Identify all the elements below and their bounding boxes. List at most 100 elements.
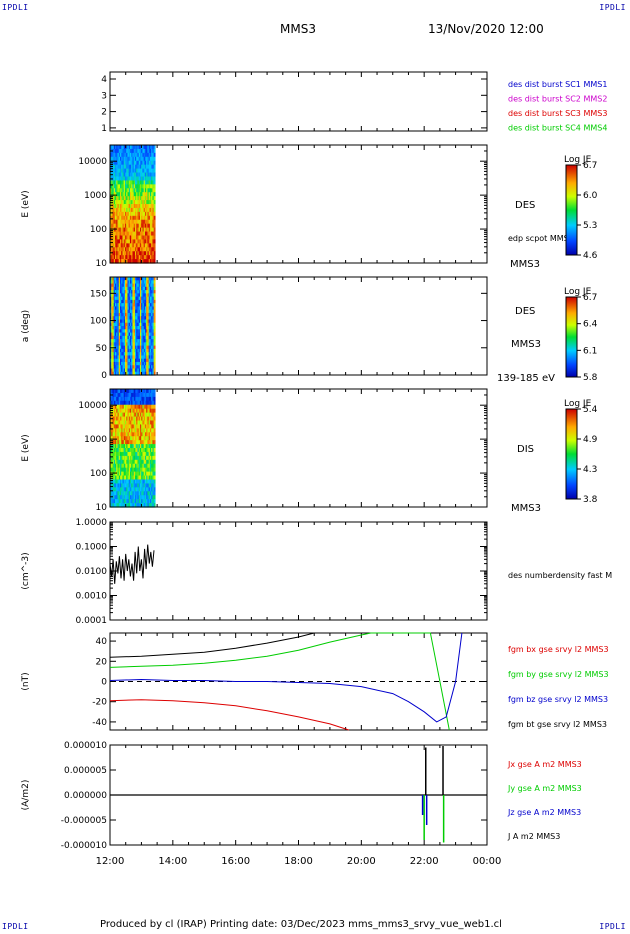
spectrogram-cell	[129, 467, 132, 473]
spectrogram-cell	[148, 231, 151, 237]
spectrogram-cell	[148, 247, 151, 252]
spectrogram-cell	[117, 424, 120, 429]
y-tick-label: 1	[101, 124, 107, 134]
spectrogram-cell	[146, 156, 149, 162]
spectrogram-cell	[152, 355, 155, 360]
spectrogram-cell	[113, 358, 116, 363]
spectrogram-cell	[121, 280, 124, 285]
spectrogram-cell	[136, 309, 139, 314]
spectrogram-cell	[149, 475, 152, 481]
spectrogram-cell	[143, 365, 146, 370]
spectrogram-cell	[113, 293, 116, 298]
spectrogram-cell	[128, 207, 131, 213]
spectrogram-cell	[149, 306, 152, 311]
spectrogram-cell	[152, 491, 155, 496]
spectrogram-cell	[133, 448, 136, 453]
spectrogram-cell	[138, 223, 141, 229]
spectrogram-cell	[133, 342, 136, 347]
spectrogram-cell	[111, 219, 114, 225]
spectrogram-cell	[153, 322, 156, 327]
spectrogram-cell	[131, 467, 134, 473]
spectrogram-cell	[153, 404, 156, 410]
spectrogram-cell	[153, 280, 156, 285]
spectrogram-cell	[136, 451, 139, 457]
spectrogram-cell	[126, 145, 129, 150]
spectrogram-cell	[149, 280, 152, 285]
spectrogram-cell	[153, 239, 156, 244]
spectrogram-cell	[127, 389, 130, 394]
spectrogram-cell	[132, 231, 135, 237]
spectrogram-cell	[118, 392, 121, 398]
spectrogram-cell	[121, 339, 124, 343]
spectrogram-cell	[113, 219, 116, 225]
spectrogram-cell	[119, 215, 122, 221]
spectrogram-cell	[153, 247, 156, 252]
spectrogram-cell	[117, 299, 120, 304]
spectrogram-cell	[144, 428, 147, 433]
spectrogram-cell	[146, 459, 149, 465]
spectrogram-cell	[111, 296, 114, 301]
spectrogram-cell	[141, 204, 144, 209]
spectrogram-cell	[123, 164, 126, 170]
spectrogram-cell	[110, 400, 112, 406]
spectrogram-cell	[128, 243, 131, 248]
spectrogram-cell	[110, 215, 112, 221]
scpot-label: edp scpot MMS3	[508, 234, 574, 243]
spectrogram-cell	[149, 322, 152, 327]
spectrogram-cell	[113, 235, 116, 240]
spectrogram-cell	[139, 404, 142, 410]
spectrogram-cell	[153, 180, 156, 185]
spectrogram-cell	[133, 459, 136, 465]
spectrogram-cell	[126, 306, 129, 311]
spectrogram-cell	[128, 479, 131, 484]
spectrogram-cell	[114, 299, 117, 304]
spectrogram-cell	[153, 296, 156, 301]
spectrogram-cell	[152, 479, 155, 484]
spectrogram-cell	[133, 223, 136, 229]
spectrogram-cell	[111, 227, 114, 233]
spectrogram-cell	[137, 416, 140, 422]
spectrogram-cell	[151, 361, 154, 366]
spectrogram-cell	[151, 176, 154, 181]
spectrogram-cell	[128, 358, 131, 363]
spectrogram-cell	[114, 180, 117, 185]
spectrogram-cell	[119, 192, 122, 197]
spectrogram-cell	[127, 255, 130, 260]
spectrogram-cell	[143, 184, 146, 189]
spectrogram-cell	[119, 342, 122, 347]
spectrogram-cell	[147, 215, 150, 221]
spectrogram-cell	[117, 145, 120, 150]
spectrogram-cell	[151, 371, 154, 376]
spectrogram-cell	[143, 503, 146, 508]
spectrogram-cell	[132, 479, 135, 484]
spectrogram-cell	[113, 290, 116, 294]
spectrogram-cell	[134, 332, 137, 337]
spectrogram-cell	[144, 145, 147, 150]
spectrogram-cell	[121, 200, 124, 205]
spectrogram-cell	[146, 448, 149, 453]
spectrogram-cell	[136, 404, 139, 410]
spectrogram-cell	[113, 467, 116, 473]
spectrogram-cell	[134, 303, 137, 307]
spectrogram-cell	[123, 156, 126, 162]
spectrogram-cell	[132, 444, 135, 449]
spectrogram-cell	[129, 251, 132, 256]
spectrogram-cell	[141, 408, 144, 414]
spectrogram-cell	[119, 148, 122, 154]
spectrogram-cell	[112, 204, 115, 209]
spectrogram-cell	[123, 475, 126, 481]
spectrogram-cell	[146, 227, 149, 233]
spectrogram-cell	[148, 416, 151, 422]
spectrogram-cell	[134, 451, 137, 457]
spectrogram-cell	[149, 448, 152, 453]
spectrogram-cell	[147, 312, 150, 317]
spectrogram-cell	[119, 227, 122, 233]
spectrogram-cell	[129, 436, 132, 441]
spectrogram-cell	[114, 148, 117, 154]
spectrogram-cell	[149, 188, 152, 193]
spectrogram-cell	[110, 309, 112, 314]
spectrogram-cell	[136, 371, 139, 376]
spectrogram-cell	[151, 319, 154, 324]
spectrogram-cell	[128, 303, 131, 307]
spectrogram-cell	[126, 444, 129, 449]
